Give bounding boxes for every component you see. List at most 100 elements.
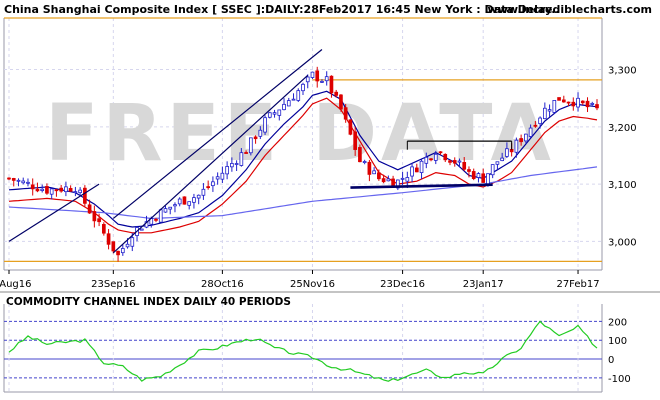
candle-body: [353, 131, 357, 150]
candle-body: [377, 172, 381, 180]
cci-tick-label: 200: [608, 317, 627, 328]
candle-body: [192, 197, 196, 203]
moving-average-fast: [8, 97, 598, 234]
candle-body: [239, 152, 244, 166]
price-tick-label: 3,300: [608, 66, 637, 77]
x-tick-label: 28Oct16: [201, 279, 244, 290]
candle-body: [49, 188, 54, 195]
candle-body: [158, 209, 163, 223]
candle-body: [73, 191, 78, 194]
price-tick-label: 3,200: [608, 123, 637, 134]
candle-body: [220, 172, 225, 180]
candle-body: [206, 186, 210, 189]
candle-body: [571, 101, 576, 107]
candle-body: [429, 158, 433, 161]
chart-title: China Shanghai Composite Index [ SSEC ]:…: [4, 3, 560, 16]
candle-body: [116, 250, 120, 256]
trend-line: [350, 183, 493, 189]
candle-body: [391, 178, 395, 187]
candle-body: [87, 204, 92, 214]
candle-body: [500, 157, 504, 162]
candle-body: [495, 161, 500, 165]
candle-body: [296, 90, 301, 101]
candle-body: [348, 119, 353, 135]
candle-body: [201, 188, 206, 196]
candle-body: [125, 243, 130, 248]
candle-body: [277, 109, 282, 116]
cci-tick-label: 0: [608, 355, 614, 366]
candle-body: [78, 189, 82, 194]
candle-body: [154, 218, 158, 221]
candle-body: [400, 177, 405, 180]
candle-body: [97, 218, 101, 223]
candle-body: [505, 148, 509, 157]
cci-tick-label: -100: [608, 374, 631, 385]
candle-body: [45, 186, 49, 194]
candle-body: [433, 153, 438, 161]
candle-body: [419, 160, 424, 174]
candle-body: [196, 194, 201, 199]
candle-body: [576, 97, 580, 108]
x-tick-label: 23Sep16: [91, 279, 135, 290]
candle-body: [471, 171, 476, 179]
candle-body: [386, 178, 391, 182]
candle-body: [168, 206, 173, 210]
candle-body: [424, 156, 429, 164]
candle-body: [362, 161, 367, 163]
candle-body: [476, 173, 481, 178]
candle-body: [514, 139, 519, 153]
price-panel: 3,000 3,100 3,200 3,300 24Aug16 23Sep16 28Oct1…: [0, 17, 660, 293]
candle-body: [215, 176, 220, 180]
candle-body: [358, 147, 362, 163]
candle-body: [324, 76, 329, 82]
candle-body: [339, 94, 343, 110]
candle-body: [343, 107, 348, 120]
candle-body: [35, 188, 40, 192]
site-link[interactable]: www.incrediblecharts.com: [487, 3, 652, 16]
x-tick-label: 25Nov16: [290, 279, 335, 290]
candle-body: [267, 112, 272, 118]
candle-body: [173, 204, 177, 207]
candle-body: [26, 181, 30, 184]
candle-body: [334, 91, 339, 96]
price-tick-label: 3,100: [608, 180, 637, 191]
candle-body: [410, 166, 414, 177]
candle-body: [533, 124, 538, 127]
candle-body: [538, 117, 542, 125]
candle-body: [552, 100, 557, 113]
candle-body: [405, 177, 410, 182]
candle-body: [467, 169, 471, 172]
candle-body: [54, 189, 59, 192]
candle-body: [291, 98, 296, 101]
candle-body: [282, 103, 286, 111]
candle-body: [163, 208, 168, 213]
candle-body: [286, 100, 291, 107]
candle-body: [83, 187, 87, 204]
trend-line: [112, 49, 323, 219]
candle-body: [120, 248, 125, 254]
candle-body: [438, 151, 443, 154]
candle-body: [59, 187, 63, 192]
candle-body: [561, 99, 566, 103]
candle-body: [249, 137, 253, 154]
candle-body: [486, 173, 490, 185]
candle-body: [452, 160, 457, 164]
candle-body: [139, 228, 144, 231]
watermark: FREE DATA: [45, 89, 555, 179]
candle-body: [490, 164, 495, 176]
candle-body: [543, 107, 547, 120]
candle-body: [106, 233, 111, 245]
x-tick-label: 23Dec16: [380, 279, 425, 290]
candle-body: [40, 188, 45, 191]
candle-body: [414, 167, 419, 173]
candle-body: [580, 100, 585, 104]
candle-body: [590, 102, 595, 105]
candle-body: [301, 83, 305, 92]
candle-body: [462, 161, 467, 170]
candle-body: [585, 100, 590, 108]
candle-body: [595, 104, 599, 109]
candle-body: [16, 179, 21, 182]
candle-body: [234, 163, 239, 165]
cci-line: [8, 320, 598, 382]
candle-body: [21, 180, 26, 184]
